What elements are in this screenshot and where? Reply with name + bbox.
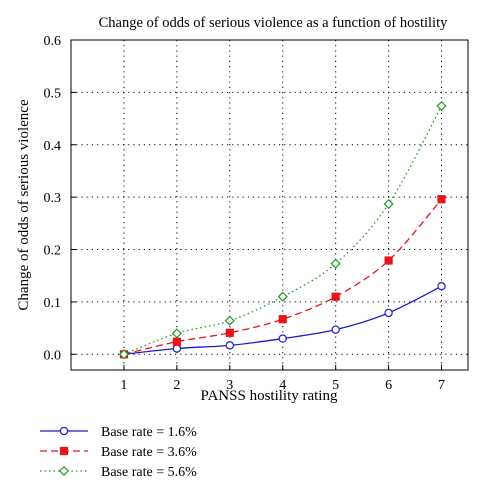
data-point (224, 315, 235, 326)
data-point (331, 325, 340, 334)
y-axis-label: Change of odds of serious violence (16, 99, 32, 311)
data-point (436, 100, 447, 112)
legend-label: Base rate = 1.6% (101, 425, 197, 440)
x-tick-label: 1 (120, 378, 127, 393)
data-point (172, 337, 181, 346)
data-point (330, 258, 341, 269)
legend-marker (58, 465, 70, 477)
legend-marker (59, 426, 69, 436)
data-point (384, 256, 393, 265)
y-tick-label: 0.4 (44, 139, 62, 154)
x-tick-label: 2 (173, 378, 180, 393)
x-tick-label: 4 (279, 378, 286, 393)
data-point (278, 315, 287, 324)
plot-frame (70, 39, 469, 371)
series-3 (118, 100, 447, 360)
data-point (437, 195, 446, 204)
series-line (123, 105, 443, 355)
x-tick-label: 5 (332, 378, 339, 393)
data-point (172, 344, 182, 353)
series-layer (118, 100, 447, 360)
x-tick-label: 6 (385, 378, 392, 393)
y-tick-label: 0.0 (44, 348, 62, 363)
grid (71, 39, 468, 370)
data-point (171, 328, 182, 339)
legend: Base rate = 1.6% Base rate = 3.6% Base rat… (40, 425, 197, 480)
data-point (278, 334, 287, 343)
legend-item: Base rate = 5.6% (40, 465, 197, 480)
series-2 (119, 195, 446, 359)
data-point (225, 341, 234, 350)
y-tick-label: 0.2 (44, 244, 62, 259)
axis-ticks: 1 2 3 4 5 6 7 0.0 0.1 0.2 0.3 0.4 0.5 0.6 (44, 34, 446, 393)
data-point (383, 198, 394, 210)
x-axis-label: PANSS hostility rating (201, 388, 338, 404)
data-point (225, 328, 234, 337)
x-tick-label: 7 (438, 378, 445, 393)
series-1 (119, 281, 446, 359)
data-point (437, 281, 446, 291)
x-tick-label: 3 (226, 378, 233, 393)
legend-label: Base rate = 3.6% (101, 445, 197, 460)
y-tick-label: 0.3 (44, 191, 62, 206)
y-tick-label: 0.6 (44, 34, 62, 49)
legend-item: Base rate = 1.6% (40, 425, 197, 440)
data-point (384, 308, 393, 318)
data-point (331, 292, 340, 301)
y-tick-label: 0.1 (44, 296, 62, 311)
chart-title: Change of odds of serious violence as a … (99, 15, 448, 31)
y-tick-label: 0.5 (44, 86, 62, 101)
legend-label: Base rate = 5.6% (101, 465, 197, 480)
data-point (277, 291, 288, 302)
legend-item: Base rate = 3.6% (40, 445, 197, 460)
legend-marker (59, 446, 69, 456)
data-point (118, 349, 129, 360)
